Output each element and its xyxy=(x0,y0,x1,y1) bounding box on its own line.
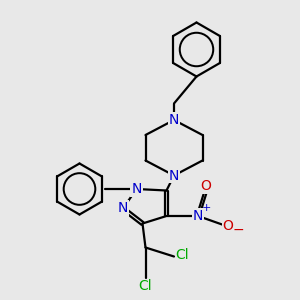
Text: N: N xyxy=(193,209,203,223)
Text: −: − xyxy=(233,223,244,236)
Text: O: O xyxy=(223,220,233,233)
Text: N: N xyxy=(118,202,128,215)
Text: Cl: Cl xyxy=(176,248,189,262)
Text: N: N xyxy=(169,169,179,182)
Text: Cl: Cl xyxy=(139,279,152,293)
Text: N: N xyxy=(131,182,142,196)
Text: N: N xyxy=(169,169,179,182)
Text: +: + xyxy=(202,202,211,213)
Text: O: O xyxy=(200,179,211,193)
Text: N: N xyxy=(169,113,179,127)
Text: N: N xyxy=(169,113,179,127)
